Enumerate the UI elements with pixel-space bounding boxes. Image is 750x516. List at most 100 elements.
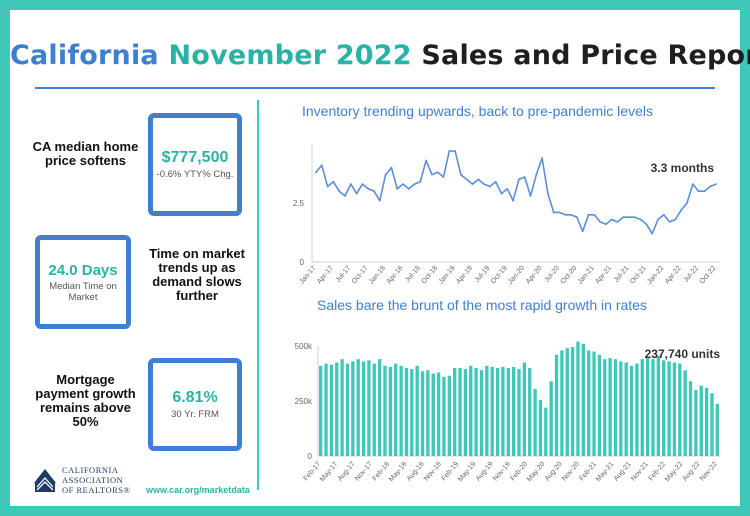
inventory-data-point (349, 183, 352, 186)
days-headline: Time on market trends up as demand slows… (149, 246, 245, 303)
sales-bar (329, 364, 334, 456)
inventory-data-point (477, 178, 480, 181)
sales-bar (522, 362, 527, 456)
inventory-series-line (315, 150, 717, 235)
inventory-data-point (645, 223, 648, 226)
sales-x-tick-label: Aug-21 (613, 461, 633, 483)
inventory-y-tick-label: 2.5 (293, 199, 305, 208)
sales-bar (501, 366, 505, 456)
sales-bar (560, 350, 564, 456)
inventory-data-point (425, 159, 428, 162)
inventory-data-point (517, 178, 520, 181)
inventory-data-point (570, 213, 572, 216)
median-price-box: $777,500 -0.6% YTY% Chg. (148, 113, 242, 216)
inventory-data-point (465, 178, 468, 181)
sales-bar (324, 363, 328, 456)
car-logo-icon (34, 469, 56, 492)
sales-bar (613, 359, 618, 456)
sales-bar (603, 359, 607, 456)
sales-bar (662, 360, 666, 456)
sales-bar (528, 368, 532, 456)
sales-bar (426, 370, 430, 456)
sales-bar (619, 361, 623, 456)
sales-bar (420, 371, 425, 456)
inventory-data-point (378, 199, 381, 202)
inventory-data-point (575, 216, 578, 219)
inventory-data-point (442, 176, 445, 178)
inventory-data-point (546, 192, 549, 195)
price-headline: CA median home price softens (32, 139, 139, 168)
sales-x-tick-label: May-22 (664, 461, 684, 483)
sales-bar (549, 381, 553, 456)
sales-bar (667, 361, 671, 456)
sales-bar (672, 362, 677, 456)
inventory-data-point (535, 173, 538, 176)
sales-bar (587, 350, 591, 456)
sales-bar (635, 363, 639, 456)
sales-bar (319, 365, 323, 456)
inventory-data-point (396, 187, 399, 190)
sales-bar (458, 368, 462, 456)
inventory-x-tick-label: Oct-20 (560, 265, 579, 286)
inventory-annotation: 3.3 months (651, 161, 715, 175)
inventory-data-point (633, 216, 636, 219)
inventory-data-point (407, 187, 410, 190)
report-card: California November 2022 Sales and Price… (10, 10, 750, 506)
sales-x-tick-label: Aug-17 (337, 461, 357, 483)
sales-bar (447, 375, 451, 456)
market-data-link[interactable]: www.car.org/marketdata (146, 485, 250, 495)
sales-x-tick-label: Nov-20 (561, 461, 581, 483)
car-logo: CALIFORNIA ASSOCIATION OF REALTORS® (32, 465, 130, 495)
inventory-data-point (587, 213, 590, 216)
inventory-x-tick-label: Oct-21 (629, 265, 648, 286)
sales-x-tick-label: May-21 (595, 461, 615, 483)
sales-annotation: 237,740 units (645, 347, 721, 361)
sales-bar (463, 369, 468, 456)
sales-bar (367, 360, 371, 456)
mortgage-rate-label: 30 Yr. FRM (171, 409, 219, 420)
sales-bar (410, 369, 414, 456)
sales-bar (656, 355, 661, 456)
sales-x-tick-label: Aug-19 (475, 461, 495, 483)
mortgage-rate-value: 6.81% (172, 389, 218, 406)
inventory-data-point (686, 202, 688, 204)
sales-bar (474, 368, 478, 456)
sales-bar (388, 366, 393, 456)
inventory-data-point (604, 223, 607, 226)
inventory-data-point (448, 150, 451, 152)
car-logo-text: CALIFORNIA ASSOCIATION OF REALTORS® (62, 465, 130, 495)
inventory-data-point (494, 180, 497, 183)
logo-line-1: CALIFORNIA (62, 465, 119, 475)
inventory-x-tick-label: Apr-21 (594, 265, 613, 286)
sales-bar (383, 365, 387, 456)
inventory-x-tick-label: Oct-17 (351, 265, 370, 286)
inventory-x-tick-label: Apr-20 (525, 265, 544, 286)
sales-bar (533, 388, 537, 456)
sales-bar (356, 359, 360, 456)
inventory-data-point (558, 211, 561, 214)
sales-bar (608, 358, 612, 456)
logo-line-2: ASSOCIATION (62, 475, 124, 485)
sales-chart-title: Sales bare the brunt of the most rapid g… (317, 297, 647, 313)
inventory-data-point (703, 190, 706, 193)
inventory-data-point (500, 192, 503, 195)
inventory-x-tick-label: Apr-17 (316, 265, 335, 286)
inventory-x-tick-label: Apr-22 (664, 265, 683, 286)
inventory-data-point (599, 220, 601, 223)
sales-x-tick-label: Nov-17 (354, 461, 374, 483)
sales-bar (544, 407, 548, 456)
inventory-data-point (697, 190, 700, 193)
inventory-data-point (709, 185, 712, 188)
sales-bar (495, 368, 500, 456)
sales-bar (442, 376, 446, 456)
sales-bar (592, 351, 596, 456)
inventory-data-point (355, 192, 358, 195)
inventory-data-point (460, 173, 462, 176)
sales-x-tick-label: Aug-20 (544, 461, 564, 483)
sales-bar (651, 359, 655, 456)
inventory-x-tick-label: Apr-19 (455, 265, 474, 286)
sales-bar (704, 387, 709, 456)
inventory-data-point (454, 150, 457, 152)
inventory-data-point (471, 183, 474, 186)
sales-x-tick-label: Nov-19 (492, 461, 512, 483)
